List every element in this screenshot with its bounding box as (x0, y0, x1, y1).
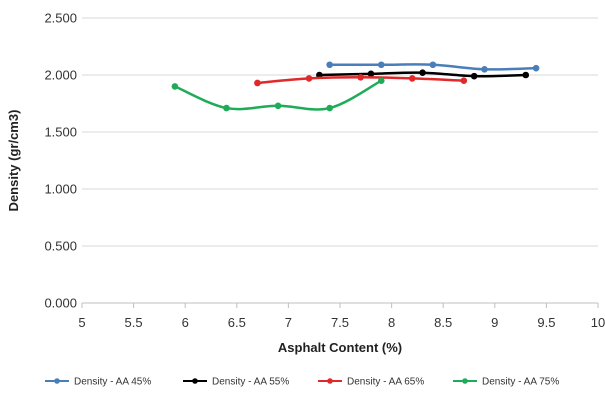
data-point (429, 61, 437, 69)
legend-label: Density - AA 55% (212, 377, 289, 388)
x-tick-label: 6 (182, 315, 189, 330)
series-1 (326, 61, 540, 73)
data-point (223, 104, 230, 112)
legend: Density - AA 45% Density - AA 55% Density … (45, 377, 559, 388)
x-tick-label: 5.5 (125, 315, 143, 330)
legend-marker (327, 378, 333, 384)
legend-label: Density - AA 75% (482, 377, 559, 388)
data-point (254, 79, 261, 87)
legend-marker (192, 378, 198, 384)
data-point (522, 71, 530, 79)
data-point (532, 64, 540, 72)
x-tick-label: 7.5 (331, 315, 349, 330)
series-2 (316, 69, 530, 80)
data-point (377, 61, 385, 69)
series-3 (254, 73, 468, 87)
data-point (357, 73, 364, 81)
legend-marker (462, 378, 468, 384)
x-tick-label: 7 (285, 315, 292, 330)
legend-label: Density - AA 65% (347, 377, 424, 388)
legend-item: Density - AA 75% (453, 377, 559, 388)
x-tick-label: 5 (78, 315, 85, 330)
data-point (305, 75, 313, 82)
y-tick-label: 2.500 (44, 11, 77, 26)
y-tick-label: 0.500 (44, 239, 77, 254)
data-point (274, 102, 282, 110)
data-point (326, 104, 333, 112)
legend-label: Density - AA 45% (74, 377, 151, 388)
y-tick-label: 2.000 (44, 68, 77, 83)
y-axis-title: Density (gr/cm3) (6, 110, 21, 212)
data-point (171, 83, 179, 90)
legend-marker (54, 378, 60, 384)
x-tick-label: 6.5 (228, 315, 246, 330)
x-tick-label: 9.5 (537, 315, 555, 330)
data-point (460, 77, 468, 84)
data-point (326, 61, 333, 69)
data-point (419, 69, 426, 77)
y-tick-label: 0.000 (44, 296, 77, 311)
y-tick-label: 1.000 (44, 182, 77, 197)
data-point (470, 72, 478, 80)
x-tick-label: 8.5 (434, 315, 452, 330)
gridlines (82, 17, 598, 304)
x-tick-label: 9 (491, 315, 498, 330)
legend-item: Density - AA 45% (45, 377, 151, 388)
data-point (367, 70, 375, 78)
data-point (481, 66, 488, 73)
legend-item: Density - AA 55% (183, 377, 289, 388)
legend-item: Density - AA 65% (318, 377, 424, 388)
data-point (377, 77, 385, 84)
series-group (171, 61, 540, 112)
data-point (408, 75, 416, 82)
axes (81, 302, 599, 308)
x-tick-label: 10 (591, 315, 605, 330)
x-tick-label: 8 (388, 315, 395, 330)
tick-labels: 0.000 0.500 1.000 1.500 2.000 2.500 5 5.5 6 6.5 7 7… (44, 11, 605, 331)
x-axis-title: Asphalt Content (%) (278, 340, 402, 355)
y-tick-label: 1.500 (44, 125, 77, 140)
series-4 (171, 77, 385, 112)
